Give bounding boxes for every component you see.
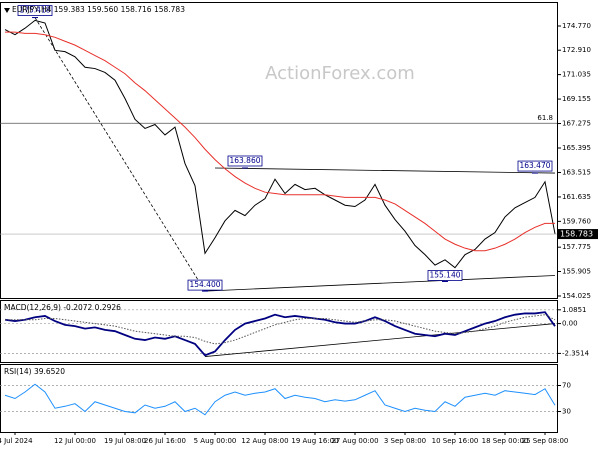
y-tick-label: 169.155 bbox=[562, 95, 591, 103]
series-line bbox=[4, 311, 556, 357]
series-line bbox=[5, 31, 555, 252]
y-tick-label: 157.775 bbox=[562, 243, 591, 251]
annotation-box bbox=[517, 160, 553, 172]
trendline bbox=[204, 275, 556, 292]
watermark: ActionForex.com bbox=[265, 63, 415, 84]
annotation-label: 155.140 bbox=[429, 270, 460, 279]
x-tick-label: 18 Sep 00:00 bbox=[482, 437, 529, 445]
panel-title: RSI(14) 39.6520 bbox=[4, 367, 65, 376]
panel-title: MACD(12,26,9) -0.2072 0.2926 bbox=[4, 303, 121, 312]
y-tick-label: 163.515 bbox=[562, 168, 591, 176]
x-tick-label: 19 Jul 08:00 bbox=[104, 437, 146, 445]
fib-label: 61.8 bbox=[537, 114, 553, 122]
series-line bbox=[4, 383, 556, 416]
annotation-box bbox=[187, 279, 223, 291]
panel-title: EURJPY,H4 159.383 159.560 158.716 158.78… bbox=[12, 5, 185, 14]
y-tick-label: 161.635 bbox=[562, 193, 591, 201]
annotation-box bbox=[427, 270, 463, 281]
y-tick-label: 167.275 bbox=[562, 120, 591, 128]
trendline bbox=[204, 323, 556, 357]
y-tick-label: 172.910 bbox=[562, 46, 591, 54]
trendline bbox=[214, 167, 556, 174]
x-tick-label: 19 Aug 16:00 bbox=[291, 437, 338, 445]
y-tick-label: 159.760 bbox=[562, 217, 591, 225]
y-tick-label: 155.905 bbox=[562, 268, 591, 276]
annotation-label: 175.418 bbox=[19, 6, 50, 15]
annotation-label: 154.400 bbox=[189, 280, 220, 289]
x-tick-label: 27 Aug 00:00 bbox=[331, 437, 378, 445]
header-icon bbox=[4, 8, 10, 13]
y-tick-label: 174.770 bbox=[562, 22, 591, 30]
y-tick-label: 70 bbox=[562, 382, 571, 390]
y-tick-label: 30 bbox=[562, 408, 571, 416]
rsi-panel bbox=[0, 364, 558, 433]
annotation-label: 163.860 bbox=[229, 156, 260, 165]
trendline bbox=[34, 17, 206, 292]
x-tick-label: 5 Aug 00:00 bbox=[194, 437, 237, 445]
last-price-label: 158.783 bbox=[560, 230, 593, 239]
x-tick-label: 25 Sep 08:00 bbox=[522, 437, 569, 445]
x-tick-label: 3 Sep 08:00 bbox=[384, 437, 426, 445]
price-panel bbox=[0, 2, 558, 299]
last-price-box bbox=[558, 229, 598, 240]
x-tick-label: 4 Jul 2024 bbox=[0, 437, 33, 445]
y-tick-label: 165.395 bbox=[562, 144, 591, 152]
y-tick-label: -2.3514 bbox=[562, 349, 590, 357]
y-tick-label: 0.00 bbox=[562, 320, 578, 328]
x-tick-label: 12 Aug 08:00 bbox=[241, 437, 288, 445]
x-tick-label: 12 Jul 00:00 bbox=[54, 437, 96, 445]
y-tick-label: 154.025 bbox=[562, 292, 591, 300]
annotation-label: 163.470 bbox=[519, 161, 550, 170]
series-line bbox=[4, 19, 556, 269]
y-tick-label: 1.0851 bbox=[562, 306, 587, 314]
annotation-box bbox=[17, 5, 53, 16]
x-tick-label: 10 Sep 16:00 bbox=[432, 437, 479, 445]
annotation-box bbox=[227, 155, 263, 167]
y-tick-label: 171.035 bbox=[562, 71, 591, 79]
x-tick-label: 26 Jul 16:00 bbox=[144, 437, 186, 445]
